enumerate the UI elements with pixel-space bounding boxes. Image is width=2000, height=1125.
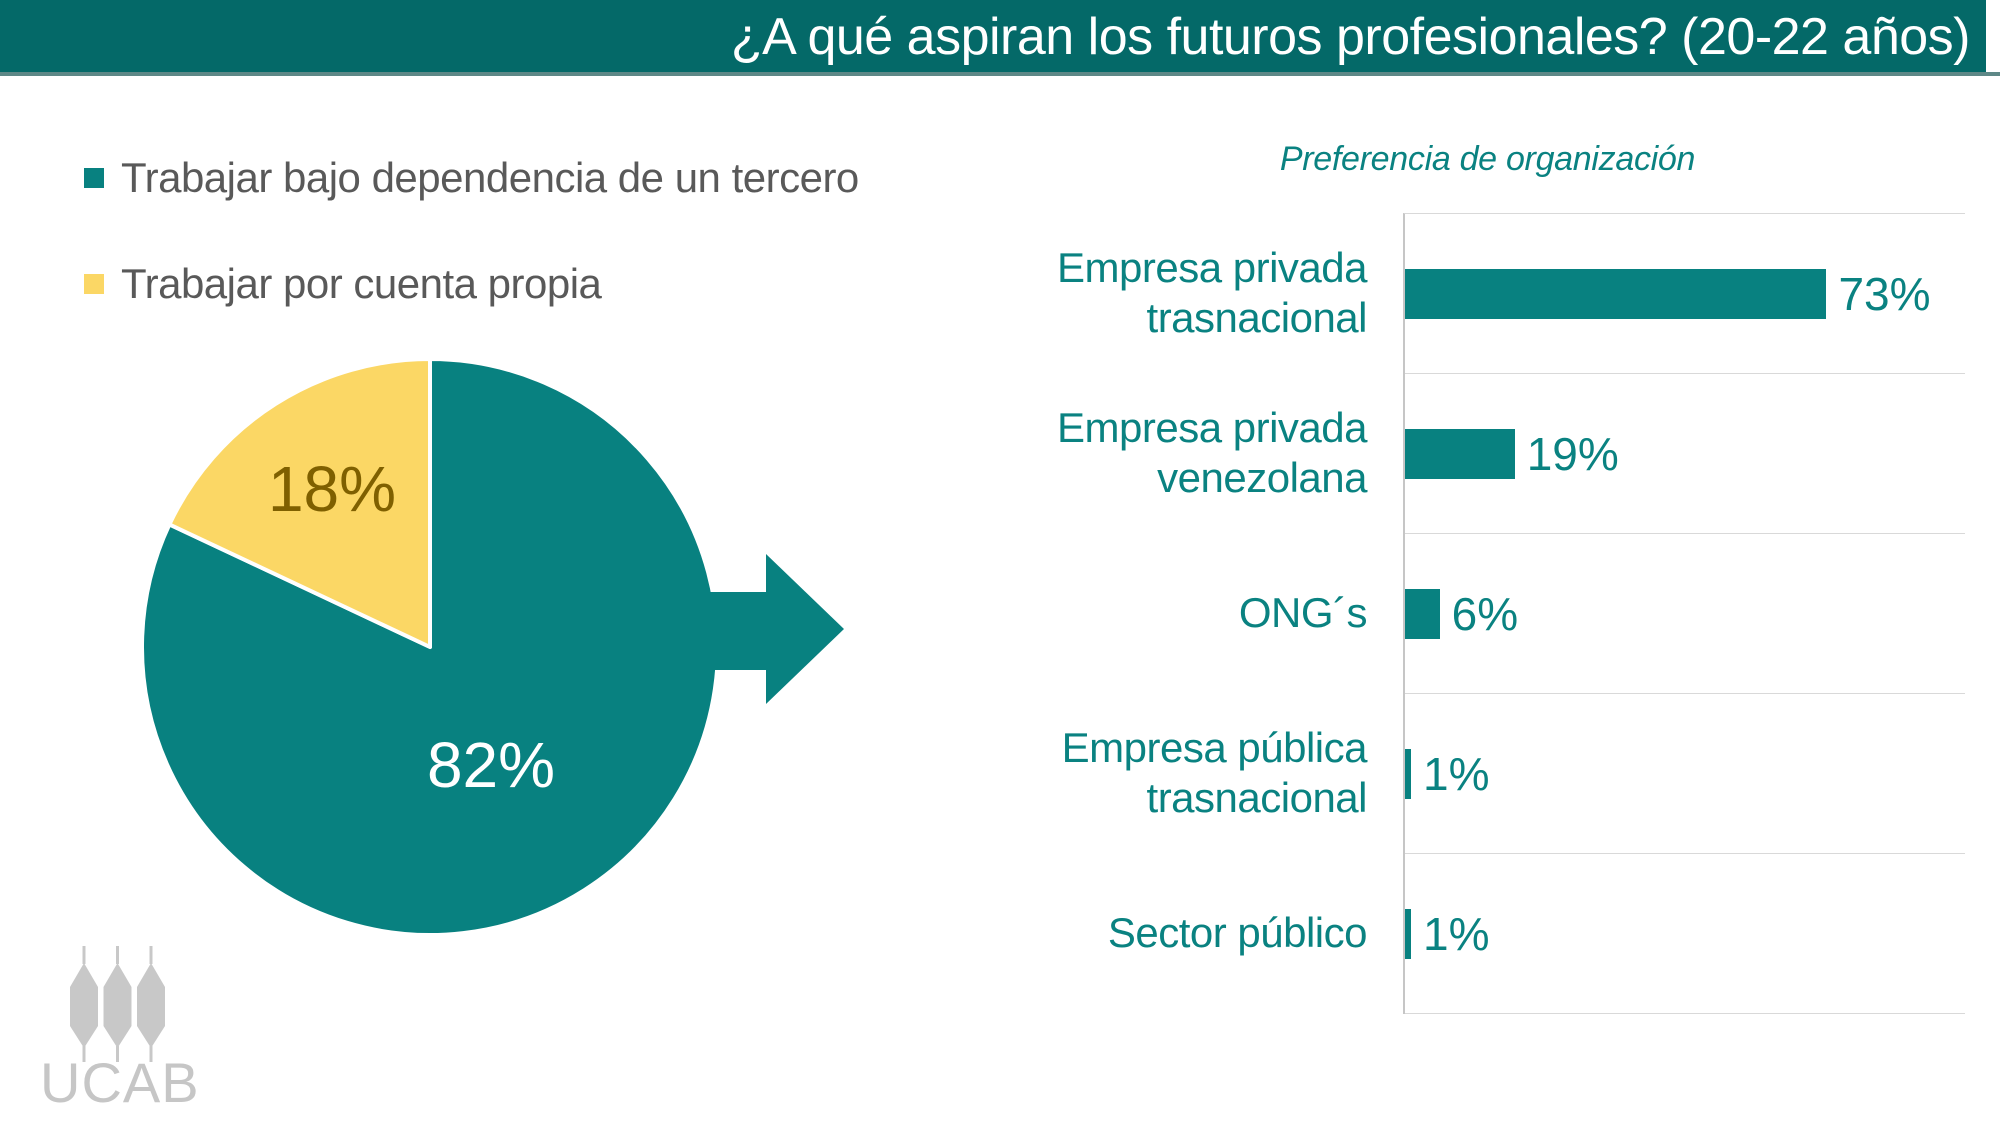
right-arrow-icon	[690, 554, 844, 704]
bar-category-label: Empresa privada venezolana	[1057, 404, 1367, 501]
pie-label-18: 18%	[268, 453, 396, 525]
bar-value-label: 1%	[1423, 747, 1490, 800]
bar-category-label: ONG´s	[1238, 589, 1368, 636]
pie-chart: 82% 18%	[140, 357, 844, 937]
bar-row: 1%	[1405, 854, 1965, 1014]
bar-category-label: Empresa pública trasnacional	[1061, 724, 1368, 821]
title-bar: ¿A qué aspiran los futuros profesionales…	[0, 0, 1986, 72]
ucab-logo-text: UCAB	[40, 1051, 200, 1114]
slide-title: ¿A qué aspiran los futuros profesionales…	[730, 8, 1971, 66]
bar-value-label: 1%	[1423, 907, 1490, 960]
bar-chart-title: Preferencia de organización	[1279, 140, 1696, 178]
bar-value-label: 6%	[1451, 587, 1519, 640]
bar-category-label: Sector público	[1107, 909, 1368, 956]
bar-plot: 73% 19% 6% 1% 1%	[1403, 213, 1965, 1014]
legend-label: Trabajar por cuenta propia	[121, 260, 602, 307]
bar	[1405, 428, 1515, 479]
bar-row: 73%	[1405, 214, 1965, 374]
bar	[1405, 748, 1411, 799]
legend-swatch-yellow	[84, 274, 104, 294]
bar	[1405, 268, 1827, 319]
pie-label-82: 82%	[427, 729, 555, 801]
ucab-logo-icon	[70, 946, 165, 1062]
bar	[1405, 908, 1411, 959]
bar-row: 19%	[1405, 374, 1965, 534]
bar-value-label: 73%	[1838, 267, 1931, 320]
title-bar-underline	[0, 72, 2000, 76]
legend-swatch-teal	[84, 168, 104, 188]
legend-item-cuenta-propia: Trabajar por cuenta propia	[84, 258, 602, 310]
bar-category-label: Empresa privada trasnacional	[1057, 244, 1367, 341]
pie-slice-yellow	[167, 357, 432, 649]
bar-value-label: 19%	[1526, 427, 1619, 480]
bar-row: 1%	[1405, 694, 1965, 854]
bar	[1405, 588, 1440, 639]
bar-categories: Empresa privada trasnacional Empresa priva…	[1000, 213, 1385, 1013]
bar-row: 6%	[1405, 534, 1965, 694]
legend-label: Trabajar bajo dependencia de un tercero	[121, 154, 859, 201]
legend-item-dependencia: Trabajar bajo dependencia de un tercero	[84, 152, 859, 204]
